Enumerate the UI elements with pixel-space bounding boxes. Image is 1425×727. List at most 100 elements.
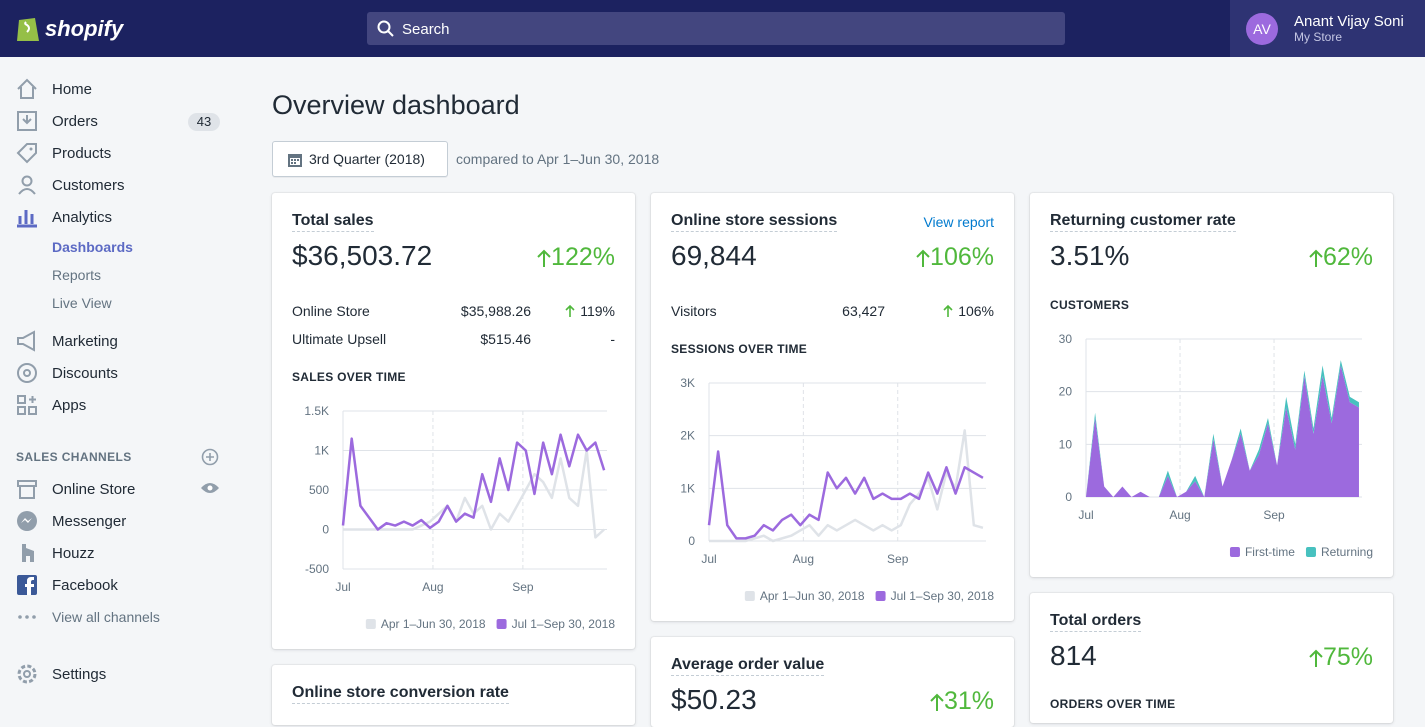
- legend-swatch: [744, 591, 755, 601]
- nav-item[interactable]: Discounts: [52, 365, 118, 382]
- channel-item[interactable]: Houzz: [52, 545, 95, 562]
- y-tick-label: 0: [1065, 490, 1072, 504]
- user-menu[interactable]: AV Anant Vijay Soni My Store: [1230, 0, 1425, 57]
- x-tick-label: Jul: [335, 580, 350, 594]
- orders-icon: [17, 111, 37, 131]
- legend-label: First-time: [1245, 545, 1295, 559]
- y-tick-label: 10: [1059, 437, 1073, 451]
- channel-item[interactable]: Online Store: [52, 481, 136, 498]
- legend-label: Apr 1–Jun 30, 2018: [381, 617, 486, 631]
- series-line: [709, 429, 984, 543]
- legend-swatch: [365, 619, 376, 629]
- view-all-link[interactable]: View all channels: [52, 609, 160, 625]
- chart: -500 0 500 1K 1.5K Jul Aug Sep Jul 1–Sep 30, 201…: [304, 404, 615, 631]
- y-tick-label: 500: [309, 483, 329, 497]
- nav-item[interactable]: Home: [52, 81, 93, 98]
- up-arrow: [537, 249, 551, 267]
- card-title[interactable]: Online store sessions: [671, 212, 838, 232]
- sub-nav-item[interactable]: Live View: [52, 295, 112, 311]
- y-tick-label: 2K: [680, 429, 695, 443]
- up-arrow: [565, 304, 575, 317]
- card-change: 122%: [537, 243, 615, 272]
- legend-swatch: [1305, 547, 1316, 557]
- row-label: Online Store: [292, 303, 370, 319]
- more-icon: [18, 615, 36, 619]
- x-tick-label: Aug: [1169, 508, 1190, 522]
- series-line: [707, 450, 984, 540]
- change-text: 106%: [930, 243, 994, 271]
- add-channel-button[interactable]: [201, 448, 219, 466]
- section-heading: SALES CHANNELS: [16, 450, 132, 464]
- y-tick-label: 20: [1059, 385, 1073, 399]
- card-value: 69,844: [671, 240, 757, 271]
- card-change: 106%: [916, 243, 994, 272]
- up-arrow: [943, 304, 953, 317]
- calendar-icon: [288, 154, 302, 167]
- legend-label: Returning: [1321, 545, 1373, 559]
- y-tick-label: 1K: [314, 444, 329, 458]
- analytics-icon: [17, 210, 37, 228]
- logo-text[interactable]: shopify: [45, 16, 124, 41]
- chart-title: CUSTOMERS: [1050, 298, 1130, 312]
- search-placeholder: Search: [402, 21, 450, 38]
- sub-nav-item[interactable]: Reports: [52, 267, 102, 283]
- nav-item[interactable]: Apps: [52, 397, 87, 414]
- card-value: $36,503.72: [292, 240, 433, 271]
- row-label: Visitors: [671, 303, 717, 319]
- view-report-link[interactable]: View report: [923, 214, 994, 230]
- badge: 43: [188, 113, 220, 131]
- card: Online store conversion rate: [272, 665, 635, 725]
- card-change: 75%: [1309, 643, 1373, 672]
- card-change: 62%: [1309, 243, 1373, 272]
- row-value: 63,427: [842, 303, 885, 319]
- card-change: 31%: [930, 687, 994, 716]
- change-text: 119%: [580, 303, 615, 319]
- x-tick-label: Aug: [793, 552, 814, 566]
- change-text: 75%: [1322, 643, 1373, 671]
- discounts-icon: [17, 363, 37, 383]
- chart-title: ORDERS OVER TIME: [1050, 697, 1176, 711]
- date-picker[interactable]: 3rd Quarter (2018): [272, 141, 448, 177]
- row-change: 106%: [942, 303, 994, 319]
- search-box[interactable]: Search: [367, 12, 1065, 45]
- legend-label: Jul 1–Sep 30, 2018: [891, 589, 995, 603]
- nav-item[interactable]: Products: [52, 145, 112, 162]
- row-label: Ultimate Upsell: [292, 331, 387, 347]
- channel-item[interactable]: Messenger: [52, 513, 127, 530]
- card-value: 814: [1050, 640, 1097, 671]
- chart: 0 1K 2K 3K Jul Aug Sep Jul 1–Sep 30, 2018 Apr 1–…: [680, 376, 995, 603]
- series-line: [343, 449, 605, 539]
- x-tick-label: Sep: [887, 552, 909, 566]
- apps-icon: [17, 395, 37, 415]
- row-value: $35,988.26: [460, 303, 531, 319]
- card-title[interactable]: Total sales: [292, 212, 374, 232]
- nav-item[interactable]: Customers: [52, 177, 125, 194]
- up-arrow: [930, 693, 944, 711]
- chart: 0 10 20 30 Jul Aug Sep Returning First-time: [1059, 332, 1373, 559]
- chart-title: SESSIONS OVER TIME: [671, 342, 808, 356]
- nav-item[interactable]: Marketing: [52, 333, 118, 350]
- card-title[interactable]: Average order value: [671, 656, 825, 676]
- sub-nav-item[interactable]: Dashboards: [52, 239, 133, 255]
- online-store-icon: [17, 480, 37, 499]
- card-title[interactable]: Returning customer rate: [1050, 212, 1236, 232]
- nav-item[interactable]: Settings: [52, 666, 107, 683]
- card-value: $50.23: [671, 684, 757, 715]
- y-tick-label: 1K: [680, 481, 695, 495]
- card-title[interactable]: Online store conversion rate: [292, 684, 509, 704]
- products-icon: [16, 143, 37, 164]
- channel-item[interactable]: Facebook: [52, 577, 118, 594]
- view-store-button[interactable]: [200, 481, 220, 495]
- card-value: 3.51%: [1050, 240, 1130, 271]
- up-arrow: [1309, 249, 1323, 267]
- top-bar: shopify Search AV Anant Vijay Soni My St…: [0, 0, 1425, 57]
- legend-swatch: [875, 591, 886, 601]
- row-change: -: [610, 331, 615, 347]
- nav-item[interactable]: Orders: [52, 113, 98, 130]
- x-tick-label: Jul: [1078, 508, 1093, 522]
- series-line: [341, 433, 606, 531]
- nav-item[interactable]: Analytics: [52, 209, 113, 226]
- x-tick-label: Aug: [422, 580, 443, 594]
- card-title[interactable]: Total orders: [1050, 612, 1142, 632]
